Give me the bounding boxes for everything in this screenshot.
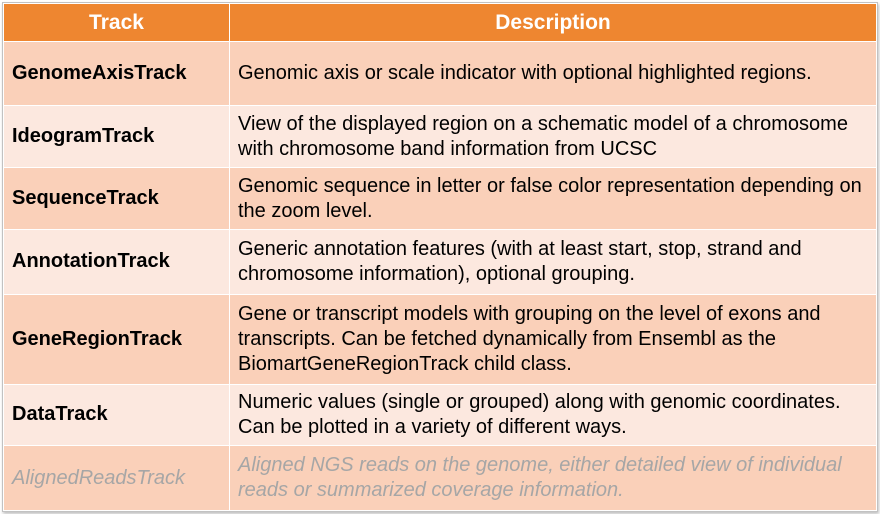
track-table: Track Description GenomeAxisTrack Genomi…: [3, 3, 877, 511]
table-row: GenomeAxisTrack Genomic axis or scale in…: [3, 41, 877, 106]
table-row: SequenceTrack Genomic sequence in letter…: [3, 167, 877, 230]
table-row: DataTrack Numeric values (single or grou…: [3, 383, 877, 447]
track-name-cell: SequenceTrack: [3, 167, 230, 230]
table-row: GeneRegionTrack Gene or transcript model…: [3, 293, 877, 385]
description-cell: Generic annotation features (with at lea…: [229, 228, 877, 295]
description-cell: View of the displayed region on a schema…: [229, 104, 877, 169]
table-row: IdeogramTrack View of the displayed regi…: [3, 104, 877, 169]
description-cell: Aligned NGS reads on the genome, either …: [229, 445, 877, 511]
track-name-cell: GenomeAxisTrack: [3, 41, 230, 106]
description-cell: Genomic axis or scale indicator with opt…: [229, 41, 877, 106]
description-cell: Numeric values (single or grouped) along…: [229, 383, 877, 447]
track-name-cell: DataTrack: [3, 383, 230, 447]
track-name-cell: GeneRegionTrack: [3, 293, 230, 385]
description-cell: Genomic sequence in letter or false colo…: [229, 167, 877, 230]
description-cell: Gene or transcript models with grouping …: [229, 293, 877, 385]
track-name-cell: IdeogramTrack: [3, 104, 230, 169]
track-name-cell: AnnotationTrack: [3, 228, 230, 295]
column-header-description: Description: [229, 3, 877, 42]
table-row: AnnotationTrack Generic annotation featu…: [3, 228, 877, 295]
table-row-muted: AlignedReadsTrack Aligned NGS reads on t…: [3, 445, 877, 511]
column-header-track: Track: [3, 3, 230, 42]
table-header-row: Track Description: [3, 3, 877, 42]
track-name-cell: AlignedReadsTrack: [3, 445, 230, 511]
